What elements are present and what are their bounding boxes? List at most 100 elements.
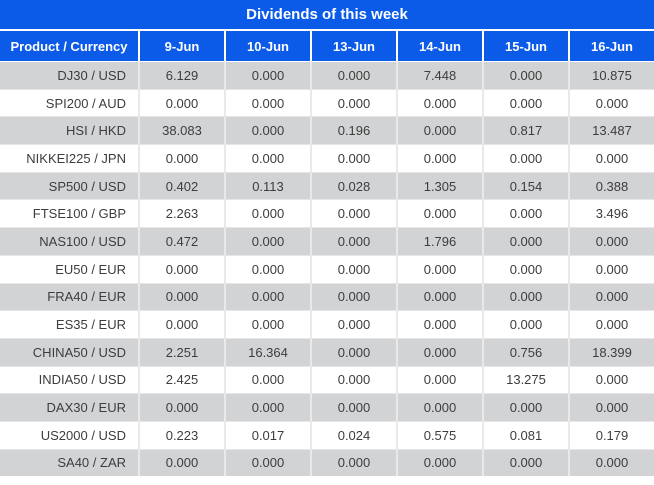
dividend-value-cell: 0.000 [482,61,568,89]
product-cell: EU50 / EUR [0,254,138,283]
column-header-date: 16-Jun [568,31,654,61]
table-row: NAS100 / USD 0.472 0.000 0.000 1.796 0.000 0.0… [0,227,654,255]
table-row: INDIA50 / USD 2.425 0.000 0.000 0.000 13.275 0… [0,365,654,394]
table-row: HSI / HKD 38.083 0.000 0.196 0.000 0.817 13.48… [0,116,654,145]
table-row: DAX30 / EUR 0.000 0.000 0.000 0.000 0.000 0.00… [0,393,654,421]
product-cell: SPI200 / AUD [0,88,138,117]
dividend-value-cell: 0.402 [138,171,224,200]
dividend-value-cell: 10.875 [568,61,654,89]
column-header-date: 15-Jun [482,31,568,61]
dividend-value-cell: 0.154 [482,171,568,200]
dividend-value-cell: 0.000 [482,144,568,172]
table-row: FTSE100 / GBP 2.263 0.000 0.000 0.000 0.000 3.… [0,199,654,228]
dividend-value-cell: 2.251 [138,337,224,366]
table-title: Dividends of this week [0,0,654,31]
dividend-value-cell: 0.817 [482,116,568,145]
table-row: NIKKEI225 / JPN 0.000 0.000 0.000 0.000 0.000… [0,144,654,172]
product-cell: NAS100 / USD [0,227,138,255]
dividend-value-cell: 0.000 [310,254,396,283]
dividend-value-cell: 18.399 [568,337,654,366]
dividend-value-cell: 0.000 [138,282,224,311]
product-cell: HSI / HKD [0,116,138,145]
dividend-value-cell: 0.000 [310,88,396,117]
dividend-value-cell: 0.000 [310,61,396,89]
dividend-value-cell: 0.081 [482,420,568,449]
dividend-value-cell: 0.000 [224,61,310,89]
dividend-value-cell: 0.000 [138,448,224,477]
dividend-value-cell: 0.000 [396,282,482,311]
dividend-value-cell: 0.000 [568,310,654,338]
dividend-value-cell: 0.000 [482,254,568,283]
dividend-value-cell: 0.000 [396,448,482,477]
dividend-value-cell: 38.083 [138,116,224,145]
dividend-value-cell: 0.000 [224,144,310,172]
dividend-value-cell: 0.223 [138,420,224,449]
dividend-value-cell: 0.000 [482,227,568,255]
table-row: DJ30 / USD 6.129 0.000 0.000 7.448 0.000 10.87… [0,61,654,89]
dividend-value-cell: 0.000 [310,448,396,477]
dividend-value-cell: 0.000 [568,227,654,255]
dividend-value-cell: 0.000 [482,199,568,228]
product-cell: CHINA50 / USD [0,337,138,366]
dividend-value-cell: 0.000 [396,144,482,172]
dividend-value-cell: 7.448 [396,61,482,89]
dividend-value-cell: 0.000 [138,88,224,117]
table-row: SPI200 / AUD 0.000 0.000 0.000 0.000 0.000 0.0… [0,88,654,117]
table-row: SP500 / USD 0.402 0.113 0.028 1.305 0.154 0.38… [0,171,654,200]
product-cell: DJ30 / USD [0,61,138,89]
dividend-value-cell: 0.000 [138,254,224,283]
table-row: EU50 / EUR 0.000 0.000 0.000 0.000 0.000 0.000 [0,254,654,283]
dividend-value-cell: 3.496 [568,199,654,228]
dividend-value-cell: 0.000 [310,310,396,338]
dividend-value-cell: 0.000 [396,88,482,117]
dividend-value-cell: 0.000 [482,393,568,421]
dividend-value-cell: 0.000 [396,365,482,394]
column-header-date: 9-Jun [138,31,224,61]
product-cell: SA40 / ZAR [0,448,138,477]
dividend-value-cell: 0.000 [224,88,310,117]
dividend-value-cell: 0.000 [568,393,654,421]
dividend-value-cell: 2.263 [138,199,224,228]
dividend-value-cell: 0.017 [224,420,310,449]
dividend-value-cell: 0.000 [138,393,224,421]
dividend-value-cell: 0.000 [310,282,396,311]
dividend-value-cell: 0.000 [568,365,654,394]
dividend-value-cell: 13.487 [568,116,654,145]
dividend-value-cell: 0.000 [224,254,310,283]
dividend-value-cell: 0.000 [568,254,654,283]
dividend-value-cell: 0.000 [310,337,396,366]
dividend-value-cell: 0.000 [138,144,224,172]
dividend-value-cell: 0.000 [396,393,482,421]
dividend-value-cell: 0.000 [568,282,654,311]
dividend-value-cell: 0.000 [568,144,654,172]
dividend-value-cell: 0.000 [568,448,654,477]
table-row: FRA40 / EUR 0.000 0.000 0.000 0.000 0.000 0.00… [0,282,654,311]
dividend-value-cell: 0.000 [310,393,396,421]
dividend-value-cell: 0.000 [224,282,310,311]
table-row: US2000 / USD 0.223 0.017 0.024 0.575 0.081 0.1… [0,420,654,449]
dividend-value-cell: 13.275 [482,365,568,394]
dividend-value-cell: 16.364 [224,337,310,366]
dividend-value-cell: 0.196 [310,116,396,145]
product-cell: US2000 / USD [0,420,138,449]
dividend-value-cell: 0.000 [310,365,396,394]
product-cell: SP500 / USD [0,171,138,200]
dividend-value-cell: 1.796 [396,227,482,255]
dividend-value-cell: 0.000 [396,254,482,283]
dividend-value-cell: 1.305 [396,171,482,200]
dividend-value-cell: 0.000 [396,337,482,366]
dividend-value-cell: 0.179 [568,420,654,449]
dividend-value-cell: 0.000 [224,393,310,421]
product-cell: NIKKEI225 / JPN [0,144,138,172]
product-cell: DAX30 / EUR [0,393,138,421]
product-cell: INDIA50 / USD [0,365,138,394]
dividend-value-cell: 0.000 [310,144,396,172]
column-header-date: 10-Jun [224,31,310,61]
dividend-value-cell: 0.000 [138,310,224,338]
dividend-value-cell: 0.000 [224,448,310,477]
table-row: SA40 / ZAR 0.000 0.000 0.000 0.000 0.000 0.000 [0,448,654,477]
dividend-value-cell: 6.129 [138,61,224,89]
product-cell: ES35 / EUR [0,310,138,338]
dividend-value-cell: 0.472 [138,227,224,255]
